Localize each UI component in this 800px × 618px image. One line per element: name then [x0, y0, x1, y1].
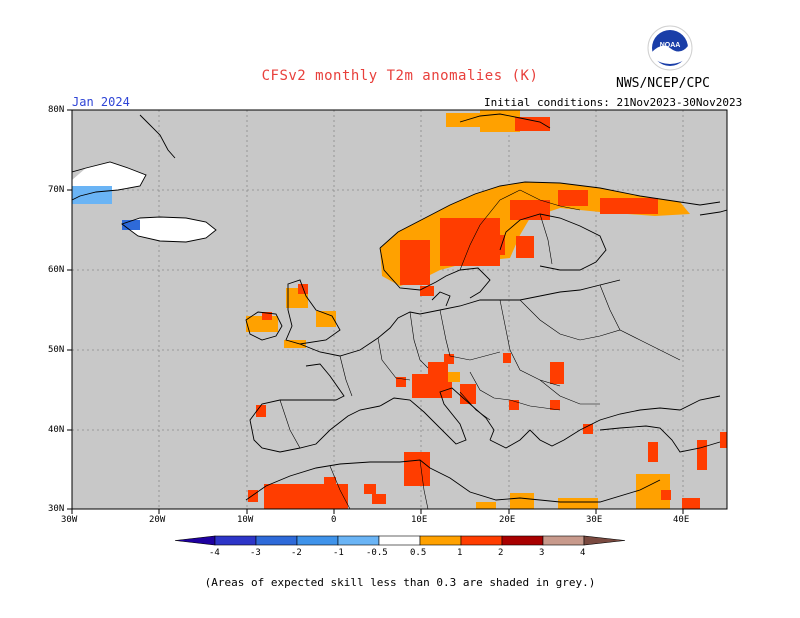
axis-ticks: [67, 109, 684, 514]
organization-label: NWS/NCEP/CPC: [616, 76, 710, 91]
lon-label-30e: 30E: [586, 515, 603, 525]
lon-label-40e: 40E: [673, 515, 690, 525]
lon-label-0: 0: [331, 515, 337, 525]
map-background: [72, 110, 727, 509]
forecast-month-label: Jan 2024: [72, 95, 130, 109]
lat-label-50n: 50N: [48, 345, 65, 355]
colorbar-label-m4: -4: [209, 548, 220, 558]
chart-title: CFSv2 monthly T2m anomalies (K): [261, 68, 539, 84]
colorbar-label-p05: 0.5: [410, 548, 427, 558]
skill-note: (Areas of expected skill less than 0.3 a…: [204, 576, 596, 589]
colorbar-label-m05: -0.5: [366, 548, 388, 558]
lon-label-30w: 30W: [61, 515, 78, 525]
iceland-patch: [122, 217, 216, 242]
colorbar-label-m2: -2: [291, 548, 302, 558]
colorbar-label-p2: 2: [498, 548, 504, 558]
central-europe-anomaly: [256, 353, 593, 434]
lon-label-20e: 20E: [499, 515, 516, 525]
lon-label-10e: 10E: [411, 515, 428, 525]
initial-conditions-label: Initial conditions: 21Nov2023-30Nov2023: [484, 96, 743, 109]
gridlines: [72, 110, 727, 509]
british-isles-anomaly: [246, 284, 336, 348]
map-frame: [71, 109, 728, 510]
colorbar-label-p3: 3: [539, 548, 545, 558]
noaa-logo-text: NOAA: [660, 42, 681, 49]
lon-label-20w: 20W: [149, 515, 166, 525]
svalbard-anomaly: [446, 110, 550, 132]
north-africa-anomaly: [248, 432, 727, 509]
colorbar-label-p1: 1: [457, 548, 463, 558]
lat-label-60n: 60N: [48, 265, 65, 275]
noaa-logo: NOAA: [647, 25, 693, 71]
colorbar-label-m3: -3: [250, 548, 261, 558]
iceland-cold: [122, 220, 140, 230]
lat-label-80n: 80N: [48, 105, 65, 115]
country-borders: [279, 189, 681, 509]
scandinavia-anomaly: [380, 182, 690, 296]
lat-label-30n: 30N: [48, 504, 65, 514]
lat-label-40n: 40N: [48, 425, 65, 435]
lat-label-70n: 70N: [48, 185, 65, 195]
colorbar-label-p4: 4: [580, 548, 586, 558]
greenland-cold: [72, 186, 112, 204]
colorbar-label-m1: -1: [333, 548, 344, 558]
lon-label-10w: 10W: [237, 515, 254, 525]
